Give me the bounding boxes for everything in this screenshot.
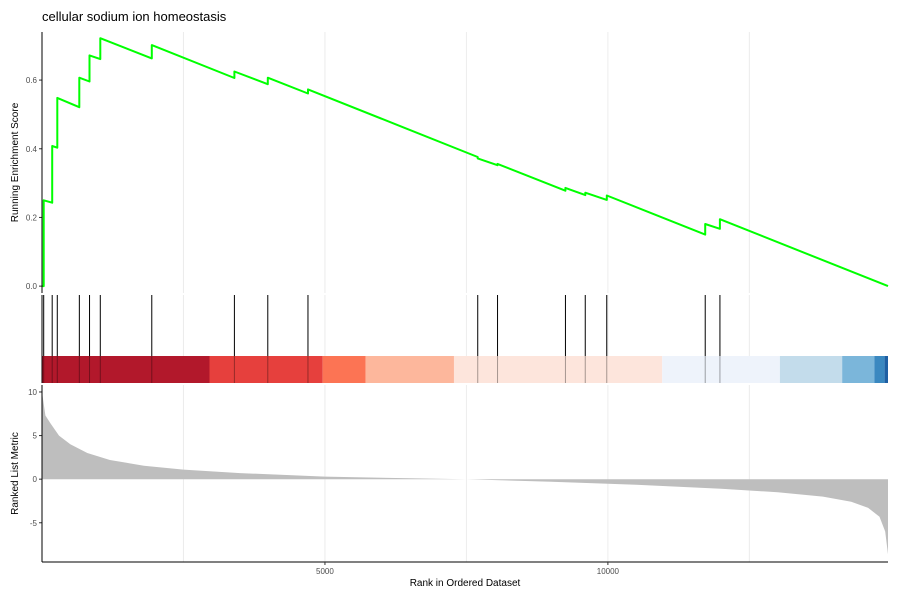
y-tick-label: 0.2 xyxy=(26,213,38,222)
y-tick-label: 0 xyxy=(33,475,38,484)
rank-color-segment xyxy=(842,356,875,383)
x-axis-title: Rank in Ordered Dataset xyxy=(410,578,521,589)
y-axis-title: Ranked List Metric xyxy=(10,432,21,515)
rank-color-segment xyxy=(779,356,843,383)
y-tick-label: 0.4 xyxy=(26,145,38,154)
rank-color-segment xyxy=(453,356,663,383)
rank-color-segment xyxy=(874,356,885,383)
ranked-metric-area xyxy=(42,392,888,555)
rank-color-segment xyxy=(42,356,210,383)
rank-color-segment xyxy=(322,356,366,383)
y-tick-label: 0.6 xyxy=(26,76,38,85)
y-axis-title: Running Enrichment Score xyxy=(10,102,21,222)
y-tick-label: 0.0 xyxy=(26,282,38,291)
rank-color-segment xyxy=(884,356,888,383)
x-tick-label: 5000 xyxy=(316,567,334,576)
rank-color-segment xyxy=(209,356,323,383)
enrichment-score-line xyxy=(42,37,889,288)
rank-color-segment xyxy=(365,356,454,383)
y-tick-label: 10 xyxy=(28,388,37,397)
y-tick-label: -5 xyxy=(30,519,38,528)
x-tick-label: 10000 xyxy=(597,567,620,576)
rank-color-segment xyxy=(662,356,780,383)
chart-title: cellular sodium ion homeostasis xyxy=(42,9,227,24)
y-tick-label: 5 xyxy=(33,432,38,441)
